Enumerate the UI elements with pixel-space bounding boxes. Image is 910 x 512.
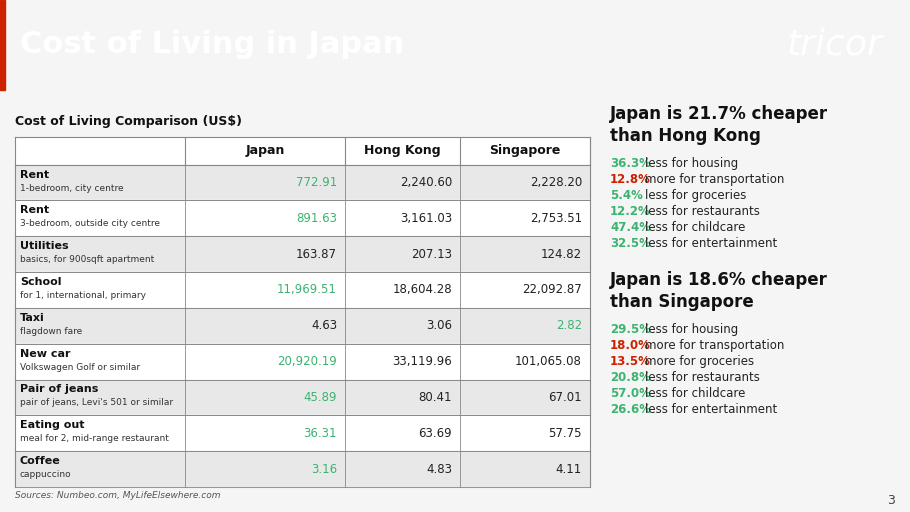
Bar [15, 200, 590, 236]
Text: 18.0%: 18.0% [610, 338, 651, 352]
Bar [15, 164, 590, 200]
Text: 772.91: 772.91 [296, 176, 337, 189]
Text: 891.63: 891.63 [296, 212, 337, 225]
Text: Utilities: Utilities [20, 241, 68, 251]
Text: Hong Kong: Hong Kong [364, 144, 440, 157]
Text: Sources: Numbeo.com, MyLifeElsewhere.com: Sources: Numbeo.com, MyLifeElsewhere.com [15, 491, 220, 500]
Text: 47.4%: 47.4% [610, 221, 651, 233]
Text: basics, for 900sqft apartment: basics, for 900sqft apartment [20, 255, 155, 264]
Text: 57.0%: 57.0% [610, 387, 651, 399]
Bar [15, 344, 590, 379]
Text: 5.4%: 5.4% [610, 188, 642, 202]
Text: 67.01: 67.01 [549, 391, 582, 404]
Text: pair of jeans, Levi's 501 or similar: pair of jeans, Levi's 501 or similar [20, 398, 173, 408]
Text: more for transportation: more for transportation [645, 173, 784, 186]
Text: Volkswagen Golf or similar: Volkswagen Golf or similar [20, 362, 140, 372]
Text: less for housing: less for housing [645, 323, 738, 335]
Text: 20,920.19: 20,920.19 [278, 355, 337, 368]
Text: 3.06: 3.06 [426, 319, 452, 332]
Text: 4.11: 4.11 [556, 462, 582, 476]
Text: 3-bedroom, outside city centre: 3-bedroom, outside city centre [20, 219, 160, 228]
Text: 63.69: 63.69 [419, 427, 452, 440]
Text: 20.8%: 20.8% [610, 371, 651, 383]
Text: Rent: Rent [20, 205, 49, 216]
Text: less for housing: less for housing [645, 157, 738, 169]
Text: 4.63: 4.63 [311, 319, 337, 332]
Text: 18,604.28: 18,604.28 [392, 284, 452, 296]
Text: less for entertainment: less for entertainment [645, 237, 777, 250]
Text: 2,753.51: 2,753.51 [530, 212, 582, 225]
Bar [15, 137, 590, 164]
Text: 1-bedroom, city centre: 1-bedroom, city centre [20, 183, 124, 193]
Text: less for childcare: less for childcare [645, 387, 745, 399]
Text: Japan is 18.6% cheaper
than Singapore: Japan is 18.6% cheaper than Singapore [610, 271, 828, 311]
Text: less for childcare: less for childcare [645, 221, 745, 233]
Text: 2,240.60: 2,240.60 [399, 176, 452, 189]
Text: 124.82: 124.82 [541, 248, 582, 261]
Text: 22,092.87: 22,092.87 [522, 284, 582, 296]
Text: Singapore: Singapore [490, 144, 561, 157]
Text: 12.2%: 12.2% [610, 205, 651, 218]
Text: 2,228.20: 2,228.20 [530, 176, 582, 189]
Text: 36.3%: 36.3% [610, 157, 651, 169]
Text: 11,969.51: 11,969.51 [278, 284, 337, 296]
Text: 29.5%: 29.5% [610, 323, 651, 335]
Bar [15, 272, 590, 308]
Text: School: School [20, 277, 62, 287]
Text: 3: 3 [887, 494, 895, 507]
Text: 13.5%: 13.5% [610, 355, 651, 368]
Text: 32.5%: 32.5% [610, 237, 651, 250]
Text: 12.8%: 12.8% [610, 173, 651, 186]
Text: for 1, international, primary: for 1, international, primary [20, 291, 146, 300]
Text: 45.89: 45.89 [304, 391, 337, 404]
Text: less for groceries: less for groceries [645, 188, 746, 202]
Text: meal for 2, mid-range restaurant: meal for 2, mid-range restaurant [20, 434, 169, 443]
Text: 163.87: 163.87 [296, 248, 337, 261]
Text: 3.16: 3.16 [311, 462, 337, 476]
Text: 101,065.08: 101,065.08 [515, 355, 582, 368]
Text: more for groceries: more for groceries [645, 355, 754, 368]
Text: Japan: Japan [246, 144, 285, 157]
Bar [15, 415, 590, 451]
Bar [0, 0, 5, 90]
Text: less for entertainment: less for entertainment [645, 402, 777, 416]
Text: Cost of Living Comparison (US$): Cost of Living Comparison (US$) [15, 115, 242, 127]
Text: less for restaurants: less for restaurants [645, 371, 760, 383]
Text: Rent: Rent [20, 169, 49, 180]
Bar [15, 451, 590, 487]
Bar [15, 379, 590, 415]
Text: 33,119.96: 33,119.96 [392, 355, 452, 368]
Bar [15, 308, 590, 344]
Text: 207.13: 207.13 [411, 248, 452, 261]
Text: 80.41: 80.41 [419, 391, 452, 404]
Text: more for transportation: more for transportation [645, 338, 784, 352]
Text: tricor: tricor [787, 28, 883, 62]
Text: Japan is 21.7% cheaper
than Hong Kong: Japan is 21.7% cheaper than Hong Kong [610, 104, 828, 145]
Text: less for restaurants: less for restaurants [645, 205, 760, 218]
Text: Cost of Living in Japan: Cost of Living in Japan [20, 30, 404, 59]
Text: Eating out: Eating out [20, 420, 85, 430]
Text: Pair of jeans: Pair of jeans [20, 385, 98, 394]
Text: 26.6%: 26.6% [610, 402, 651, 416]
Text: 57.75: 57.75 [549, 427, 582, 440]
Text: flagdown fare: flagdown fare [20, 327, 82, 336]
Text: 4.83: 4.83 [426, 462, 452, 476]
Text: cappuccino: cappuccino [20, 470, 72, 479]
Text: Taxi: Taxi [20, 313, 45, 323]
Text: Coffee: Coffee [20, 456, 61, 466]
Text: 2.82: 2.82 [556, 319, 582, 332]
Text: 3,161.03: 3,161.03 [399, 212, 452, 225]
Text: 36.31: 36.31 [304, 427, 337, 440]
Text: New car: New car [20, 349, 70, 358]
Bar [15, 236, 590, 272]
